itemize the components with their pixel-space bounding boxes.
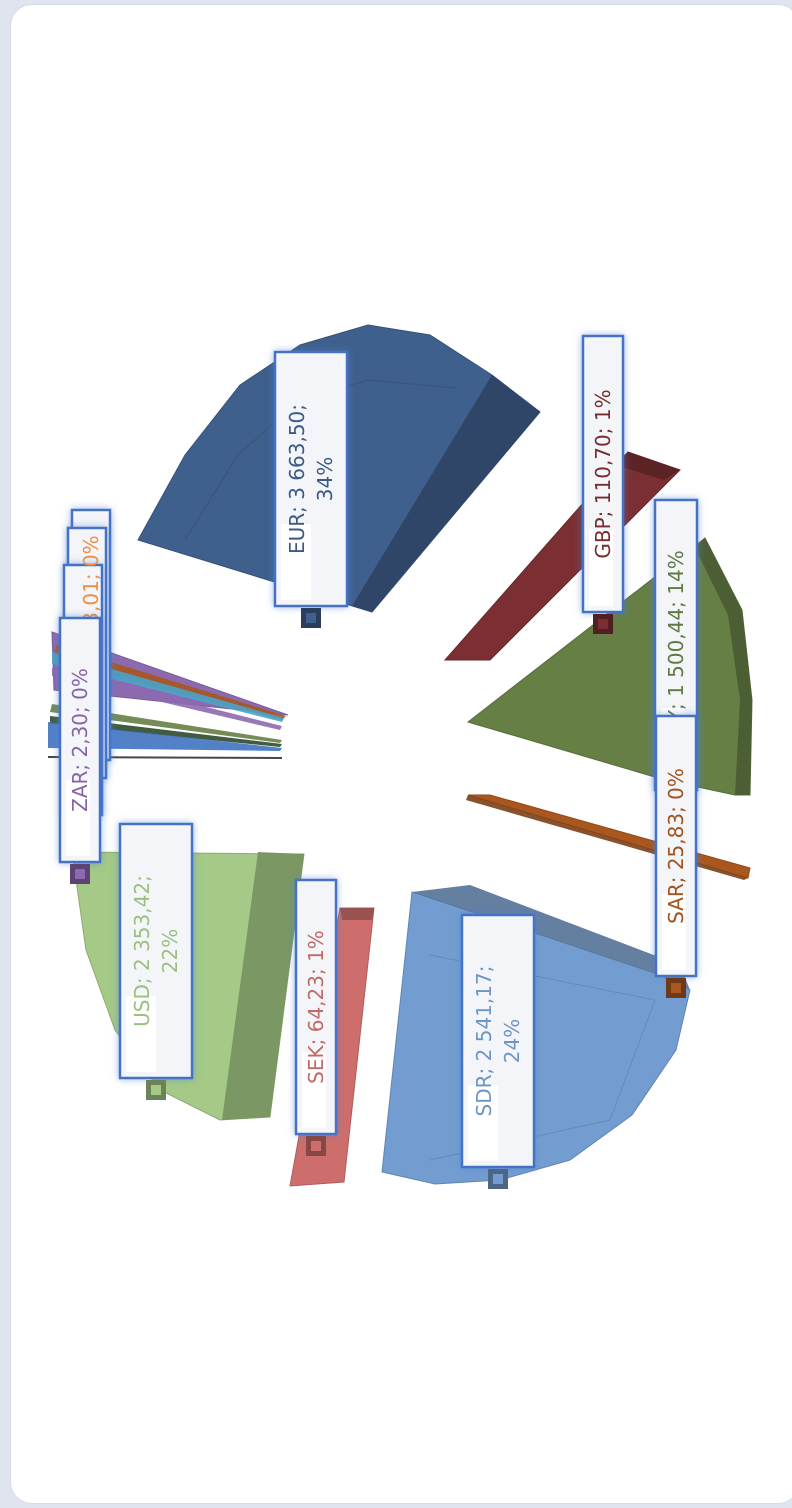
data-label-sdr: SDR; 2 541,17; 24%: [460, 913, 536, 1189]
data-label-text: GBP; 110,70; 1%: [591, 389, 615, 558]
data-label-pad: [66, 780, 90, 856]
slice-sdr-side: [412, 885, 690, 990]
legend-key-marker-inner: [311, 1141, 321, 1151]
data-label-text-partial: 3,01; 0%: [79, 535, 103, 624]
data-label-text: 34%: [313, 457, 337, 501]
slice-sliver-1: [54, 645, 286, 720]
legend-key-marker-inner: [75, 869, 85, 879]
slice-sdr: [381, 891, 691, 1185]
slice-sek-side: [340, 908, 374, 920]
data-label-sar: SAR; 25,83; 0%: [654, 714, 698, 998]
data-label-gbp: GBP; 110,70; 1%: [581, 334, 625, 634]
legend-key-marker-inner: [493, 1174, 503, 1184]
data-label-text: SEK; 64,23; 1%: [304, 930, 328, 1084]
data-label-zar: ZAR; 2,30; 0%: [58, 616, 102, 884]
legend-key-marker-inner: [151, 1085, 161, 1095]
legend-key-marker-inner: [671, 983, 681, 993]
data-label-text: SAR; 25,83; 0%: [664, 768, 688, 924]
slice-gbp-side: [613, 452, 680, 480]
data-label-text: USD; 2 353,42;: [130, 875, 154, 1027]
data-label-text: ZAR; 2,30; 0%: [68, 668, 92, 812]
data-label-text: JPY; 1 500,44; 14%: [664, 550, 688, 741]
slice-eur-side: [352, 375, 540, 612]
data-label-text: 24%: [500, 1019, 524, 1063]
data-label-usd: USD; 2 353,42; 22%: [118, 822, 194, 1100]
data-label-pad: [468, 1085, 498, 1161]
data-label-text: EUR; 3 663,50;: [285, 404, 309, 554]
legend-key-marker-inner: [598, 619, 608, 629]
slice-sar: [467, 794, 751, 879]
data-label-pad: [126, 996, 156, 1072]
data-label-text: SDR; 2 541,17;: [472, 966, 496, 1117]
data-label-pad: [302, 1052, 326, 1128]
data-label-pad: [281, 524, 311, 600]
data-label-pad: [589, 530, 613, 606]
data-label-sek: SEK; 64,23; 1%: [294, 878, 338, 1156]
data-label-eur: EUR; 3 663,50; 34%: [273, 350, 349, 628]
data-label-text: 22%: [158, 929, 182, 973]
data-label-pad: [662, 894, 686, 970]
slice-usd-side: [222, 852, 304, 1120]
legend-key-marker-inner: [306, 613, 316, 623]
slice-sar-side: [466, 795, 748, 880]
slice-jpy-side: [695, 538, 752, 795]
